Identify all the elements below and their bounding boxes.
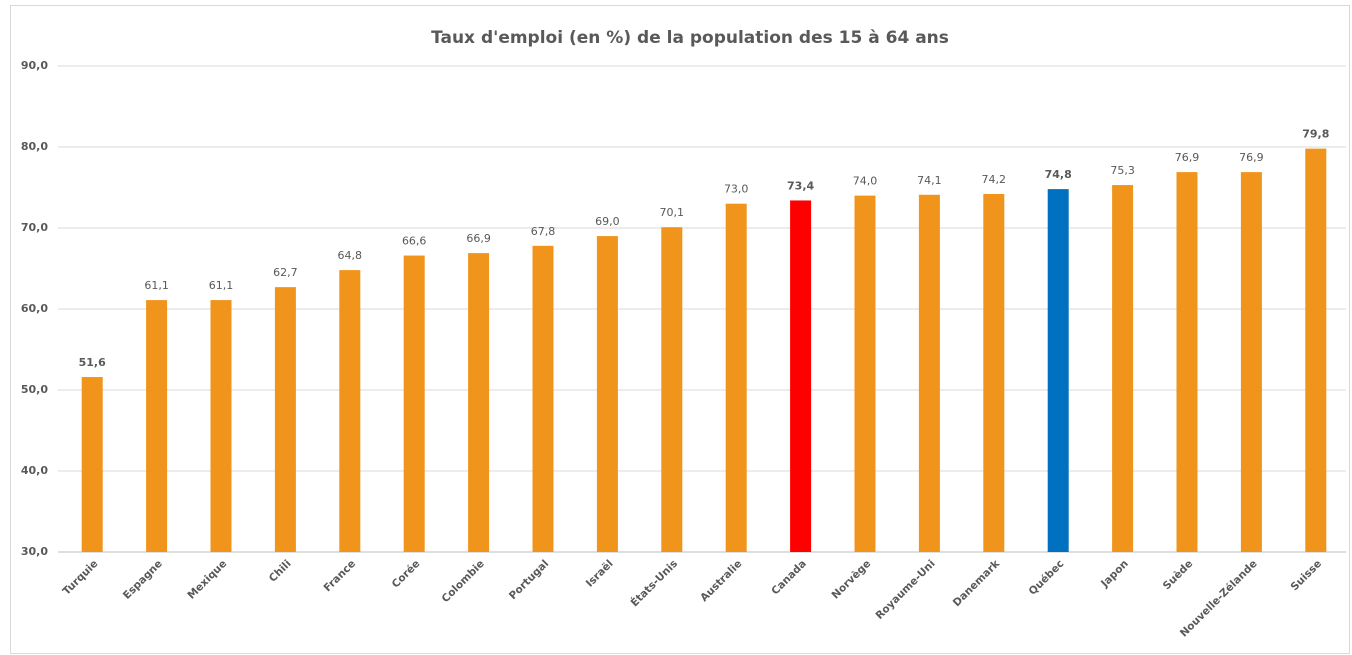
y-tick-label: 50,0 [21, 383, 48, 396]
bar [81, 377, 103, 552]
y-tick-label: 70,0 [21, 221, 48, 234]
bar [532, 245, 554, 552]
value-label: 74,8 [1045, 168, 1072, 181]
y-tick-label: 80,0 [21, 140, 48, 153]
y-tick-label: 40,0 [21, 464, 48, 477]
bar [790, 200, 812, 552]
bar [146, 300, 168, 552]
value-label: 74,1 [917, 174, 942, 187]
value-label: 76,9 [1239, 151, 1264, 164]
value-label: 61,1 [209, 279, 234, 292]
value-label: 66,9 [466, 232, 491, 245]
bar [918, 194, 940, 553]
bar [854, 195, 876, 552]
bar [210, 300, 232, 552]
value-label: 69,0 [595, 215, 620, 228]
value-label: 64,8 [338, 249, 363, 262]
bar [661, 227, 683, 552]
value-label: 61,1 [144, 279, 169, 292]
value-label: 66,6 [402, 235, 427, 248]
y-tick-label: 90,0 [21, 59, 48, 72]
value-label: 62,7 [273, 266, 298, 279]
bar [1240, 172, 1262, 553]
value-label: 70,1 [660, 206, 685, 219]
bar [596, 236, 618, 552]
value-label: 51,6 [79, 356, 106, 369]
bar [1047, 189, 1069, 552]
bar [983, 193, 1005, 553]
y-tick-label: 60,0 [21, 302, 48, 315]
value-label: 76,9 [1175, 151, 1200, 164]
bar [403, 255, 425, 553]
bar [274, 287, 296, 552]
bar [1112, 185, 1134, 552]
chart-title: Taux d'emploi (en %) de la population de… [431, 28, 949, 48]
bar [1305, 148, 1327, 552]
bar [468, 253, 490, 553]
value-label: 79,8 [1302, 128, 1329, 141]
value-label: 73,0 [724, 183, 749, 196]
bar [339, 270, 361, 552]
bar [1176, 172, 1198, 553]
value-label: 73,4 [787, 179, 814, 192]
value-label: 75,3 [1110, 164, 1135, 177]
bar [725, 203, 747, 552]
y-tick-label: 30,0 [21, 545, 48, 558]
value-label: 74,2 [982, 173, 1007, 186]
value-label: 74,0 [853, 175, 878, 188]
value-label: 67,8 [531, 225, 556, 238]
